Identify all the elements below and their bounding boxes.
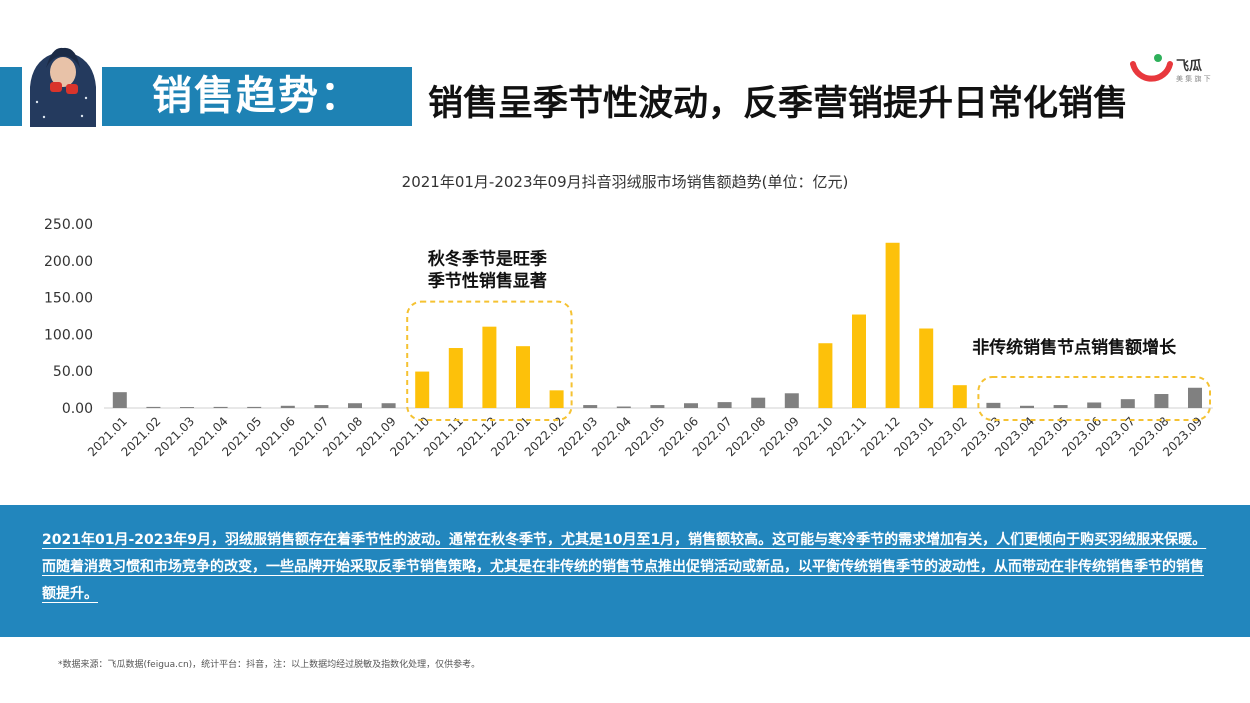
bar — [482, 326, 497, 408]
sales-trend-chart: 2021年01月-2023年09月抖音羽绒服市场销售额趋势(单位：亿元) 250.… — [44, 173, 1213, 459]
page-headline: 销售呈季节性波动，反季营销提升日常化销售 — [428, 83, 1129, 124]
summary-text: 2021年01月-2023年9月，羽绒服销售额存在着季节性的波动。通常在秋冬季节… — [42, 532, 1207, 602]
person-avatar-icon — [22, 32, 102, 127]
logo-tagline: 美 集 旗 下 — [1176, 75, 1211, 83]
bar — [852, 314, 866, 408]
chart-title: 2021年01月-2023年09月抖音羽绒服市场销售额趋势(单位：亿元) — [402, 173, 849, 191]
bar — [1087, 402, 1102, 408]
bar — [180, 407, 194, 408]
bar — [717, 402, 732, 408]
y-tick-label: 150.00 — [44, 291, 93, 307]
annotation-label: 非传统销售节点销售额增长 — [972, 337, 1177, 358]
bar — [516, 346, 530, 408]
bar — [112, 392, 127, 408]
bar — [650, 405, 665, 408]
bar — [146, 406, 161, 408]
bar — [1020, 405, 1034, 408]
section-title: 销售趋势： — [152, 73, 362, 119]
y-tick-label: 250.00 — [44, 217, 93, 233]
bar — [1188, 387, 1202, 408]
annotation-label: 季节性销售显著 — [428, 271, 547, 292]
bar — [952, 385, 967, 408]
bar — [784, 393, 799, 408]
bar — [1120, 399, 1135, 408]
bar — [280, 405, 295, 408]
bar — [1154, 394, 1169, 408]
bar — [986, 402, 1001, 408]
bar — [448, 348, 463, 408]
y-tick-label: 0.00 — [62, 401, 93, 417]
y-tick-label: 100.00 — [44, 327, 93, 343]
bar — [751, 397, 766, 408]
bar — [348, 403, 362, 408]
bar — [885, 242, 900, 408]
feigua-logo-icon — [1130, 54, 1173, 82]
bar — [213, 406, 228, 408]
bar — [314, 405, 329, 408]
bar — [549, 390, 564, 408]
y-tick-label: 50.00 — [53, 364, 93, 380]
bar — [616, 406, 631, 408]
data-source-footnote: *数据来源：飞瓜数据(feigua.cn)，统计平台：抖音，注：以上数据均经过脱… — [58, 660, 481, 670]
bar — [684, 403, 698, 408]
bar — [583, 405, 598, 408]
bar — [415, 371, 430, 408]
summary-panel: 2021年01月-2023年9月，羽绒服销售额存在着季节性的波动。通常在秋冬季节… — [0, 505, 1250, 637]
bar — [1053, 405, 1068, 408]
annotation-label: 秋冬季节是旺季 — [428, 249, 547, 270]
bar — [381, 403, 396, 408]
highlight-box — [977, 376, 1212, 421]
logo-name: 飞瓜 — [1176, 59, 1203, 74]
bar — [247, 406, 262, 408]
y-tick-label: 200.00 — [44, 254, 93, 270]
bar — [818, 343, 833, 408]
bar — [919, 328, 934, 408]
